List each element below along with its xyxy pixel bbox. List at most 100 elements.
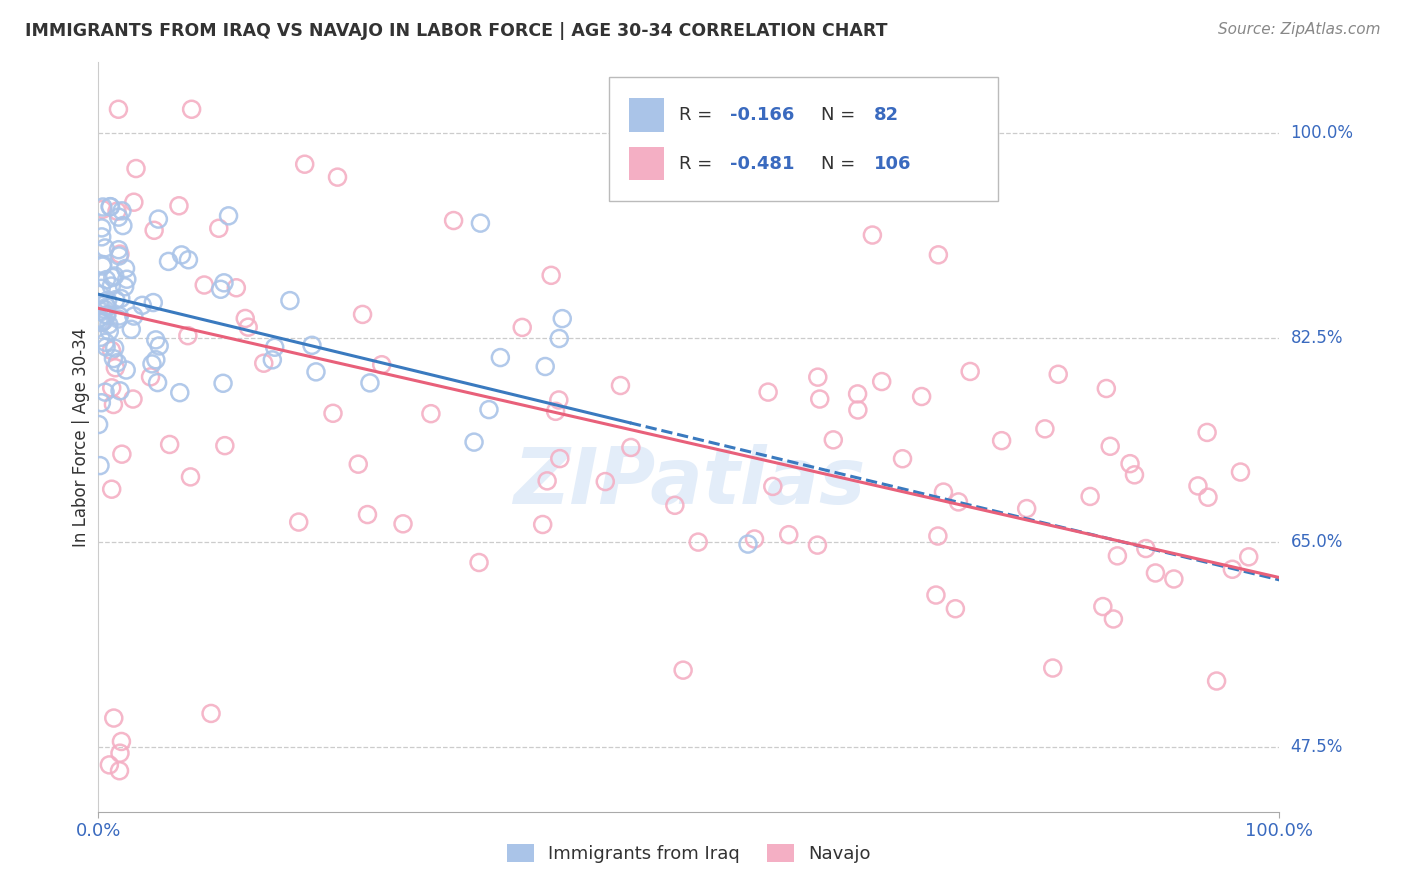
Point [1187, 479, 1209, 493]
Point [534, 359, 557, 374]
Point [392, 516, 415, 531]
Point [212, 276, 235, 290]
Point [122, 392, 145, 406]
Point [1099, 439, 1122, 453]
Point [959, 364, 981, 378]
Point [910, 390, 932, 404]
Point [1119, 457, 1142, 471]
Point [145, 352, 167, 367]
Point [90, 395, 112, 409]
Point [107, 312, 129, 326]
Point [107, 243, 129, 257]
Text: N =: N = [821, 154, 862, 172]
Point [104, 293, 127, 307]
Point [212, 376, 235, 391]
Point [823, 433, 845, 447]
Point [209, 282, 232, 296]
Point [214, 439, 236, 453]
Point [807, 370, 830, 384]
Point [536, 474, 558, 488]
FancyBboxPatch shape [628, 98, 664, 132]
Point [114, 279, 136, 293]
Point [305, 365, 328, 379]
Point [105, 204, 128, 219]
Point [94, 241, 117, 255]
Point [945, 601, 967, 615]
Point [326, 170, 349, 185]
Point [139, 370, 162, 384]
Point [620, 441, 643, 455]
Point [90, 221, 112, 235]
Point [108, 764, 131, 778]
Point [544, 404, 567, 418]
Point [551, 311, 574, 326]
Point [870, 375, 893, 389]
Point [756, 385, 779, 400]
Point [103, 351, 125, 366]
Point [100, 200, 122, 214]
Point [159, 437, 181, 451]
Point [1102, 612, 1125, 626]
Point [1229, 465, 1251, 479]
Point [548, 331, 571, 345]
Point [778, 527, 800, 541]
Point [510, 320, 533, 334]
Point [120, 322, 142, 336]
Point [91, 200, 114, 214]
FancyBboxPatch shape [628, 146, 664, 180]
Point [94, 335, 117, 350]
Text: 100.0%: 100.0% [1291, 124, 1354, 142]
Point [927, 529, 949, 543]
Point [122, 309, 145, 323]
Point [672, 663, 695, 677]
Point [263, 340, 285, 354]
Point [547, 392, 569, 407]
Point [89, 287, 111, 301]
Point [89, 313, 111, 327]
Point [806, 538, 828, 552]
Point [96, 300, 118, 314]
Text: R =: R = [679, 106, 718, 124]
Point [808, 392, 831, 406]
Point [180, 102, 202, 116]
Text: 65.0%: 65.0% [1291, 533, 1343, 551]
Point [664, 498, 686, 512]
Point [1047, 368, 1070, 382]
Point [925, 588, 948, 602]
Point [322, 406, 344, 420]
Point [891, 451, 914, 466]
Text: IMMIGRANTS FROM IRAQ VS NAVAJO IN LABOR FORCE | AGE 30-34 CORRELATION CHART: IMMIGRANTS FROM IRAQ VS NAVAJO IN LABOR … [25, 22, 887, 40]
Point [157, 254, 180, 268]
Y-axis label: In Labor Force | Age 30-34: In Labor Force | Age 30-34 [72, 327, 90, 547]
Point [108, 309, 131, 323]
Point [131, 298, 153, 312]
Point [94, 308, 117, 322]
Point [94, 302, 117, 317]
Point [96, 308, 118, 322]
Point [238, 320, 260, 334]
Text: N =: N = [821, 106, 862, 124]
Point [1222, 562, 1244, 576]
Point [110, 734, 132, 748]
Point [170, 248, 193, 262]
Point [218, 209, 240, 223]
Point [115, 363, 138, 377]
Text: 82.5%: 82.5% [1291, 328, 1343, 347]
Point [111, 447, 134, 461]
Point [294, 157, 316, 171]
FancyBboxPatch shape [609, 78, 998, 201]
Point [1135, 541, 1157, 556]
Point [470, 216, 492, 230]
Point [91, 259, 114, 273]
Point [91, 202, 114, 217]
Point [122, 195, 145, 210]
Point [193, 278, 215, 293]
Point [359, 376, 381, 390]
Text: Source: ZipAtlas.com: Source: ZipAtlas.com [1218, 22, 1381, 37]
Point [90, 330, 112, 344]
Point [107, 102, 129, 116]
Point [90, 304, 112, 318]
Point [101, 270, 124, 285]
Point [225, 281, 247, 295]
Point [1197, 490, 1219, 504]
